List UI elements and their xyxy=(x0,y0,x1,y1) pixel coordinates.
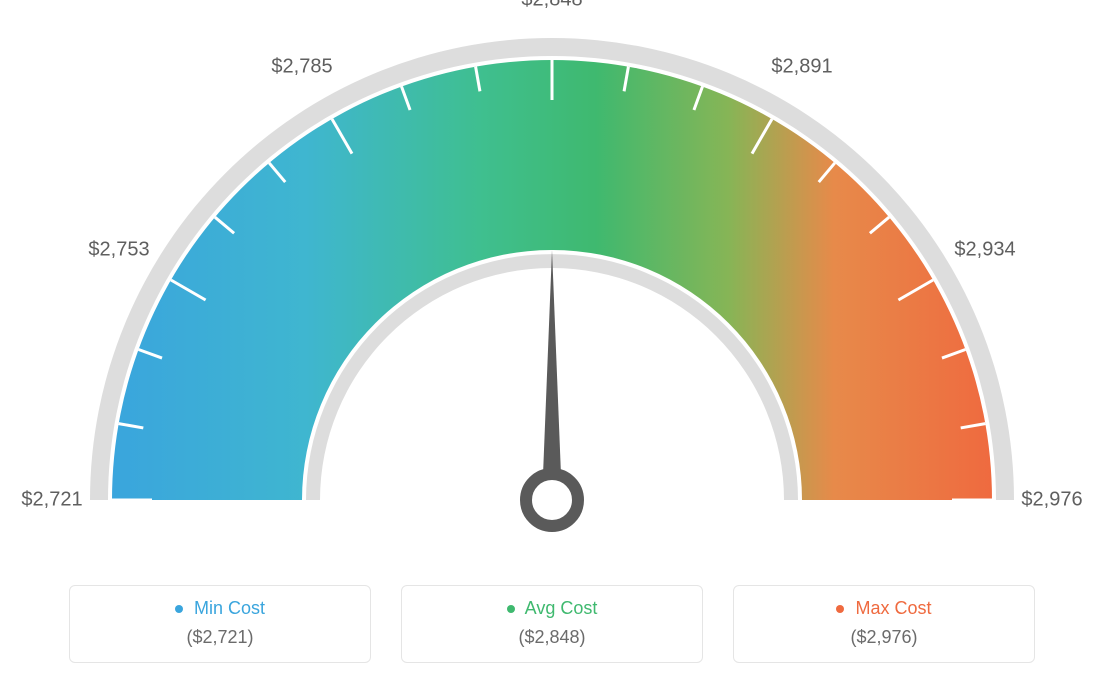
gauge: $2,721 $2,753 $2,785 $2,848 $2,891 $2,934 $2,9… xyxy=(0,0,1104,560)
legend-title-max: Max Cost xyxy=(734,598,1034,619)
legend-title-text: Avg Cost xyxy=(525,598,598,618)
legend-title-text: Max Cost xyxy=(855,598,931,618)
legend-card-avg: Avg Cost ($2,848) xyxy=(401,585,703,663)
dot-icon xyxy=(175,605,183,613)
gauge-hub xyxy=(526,474,578,526)
gauge-svg xyxy=(0,0,1104,560)
gauge-tick-label: $2,785 xyxy=(271,55,332,78)
legend-value-max: ($2,976) xyxy=(734,627,1034,648)
gauge-tick-label: $2,934 xyxy=(954,239,1015,262)
gauge-tick-label: $2,753 xyxy=(88,239,149,262)
gauge-needle xyxy=(542,250,562,500)
legend-card-min: Min Cost ($2,721) xyxy=(69,585,371,663)
gauge-tick-label: $2,891 xyxy=(771,55,832,78)
legend-card-max: Max Cost ($2,976) xyxy=(733,585,1035,663)
legend-title-text: Min Cost xyxy=(194,598,265,618)
legend-title-avg: Avg Cost xyxy=(402,598,702,619)
legend-row: Min Cost ($2,721) Avg Cost ($2,848) Max … xyxy=(0,585,1104,663)
legend-title-min: Min Cost xyxy=(70,598,370,619)
legend-value-avg: ($2,848) xyxy=(402,627,702,648)
gauge-tick-label: $2,721 xyxy=(21,489,82,512)
chart-container: $2,721 $2,753 $2,785 $2,848 $2,891 $2,934 $2,9… xyxy=(0,0,1104,690)
gauge-tick-label: $2,976 xyxy=(1021,489,1082,512)
dot-icon xyxy=(836,605,844,613)
dot-icon xyxy=(507,605,515,613)
legend-value-min: ($2,721) xyxy=(70,627,370,648)
gauge-tick-label: $2,848 xyxy=(521,0,582,12)
